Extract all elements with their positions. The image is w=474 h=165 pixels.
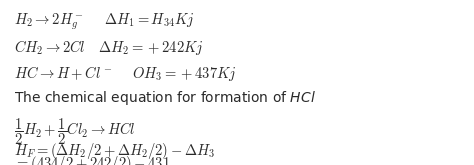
Text: $H_2 \rightarrow 2H_g^-$    $\Delta H_1 = H_{34}Kj$: $H_2 \rightarrow 2H_g^-$ $\Delta H_1 = H… [14,12,195,32]
Text: The chemical equation for formation of $\mathit{HCl}$: The chemical equation for formation of $… [14,89,316,107]
Text: $\dfrac{1}{2}H_2 + \dfrac{1}{2}Cl_2 \rightarrow HCl$: $\dfrac{1}{2}H_2 + \dfrac{1}{2}Cl_2 \rig… [14,116,136,147]
Text: $HC \rightarrow H + Cl^-$    $OH_3 = +437Kj$: $HC \rightarrow H + Cl^-$ $OH_3 = +437Kj… [14,64,237,83]
Text: $= (434/2 + 242/2) - 431$: $= (434/2 + 242/2) - 431$ [14,154,171,165]
Text: $H_F = (\Delta H_2/2 + \Delta H_2/2) - \Delta H_3$: $H_F = (\Delta H_2/2 + \Delta H_2/2) - \… [14,141,215,161]
Text: $CH_2 \rightarrow 2Cl$   $\Delta H_2 = +242Kj$: $CH_2 \rightarrow 2Cl$ $\Delta H_2 = +24… [14,38,204,57]
